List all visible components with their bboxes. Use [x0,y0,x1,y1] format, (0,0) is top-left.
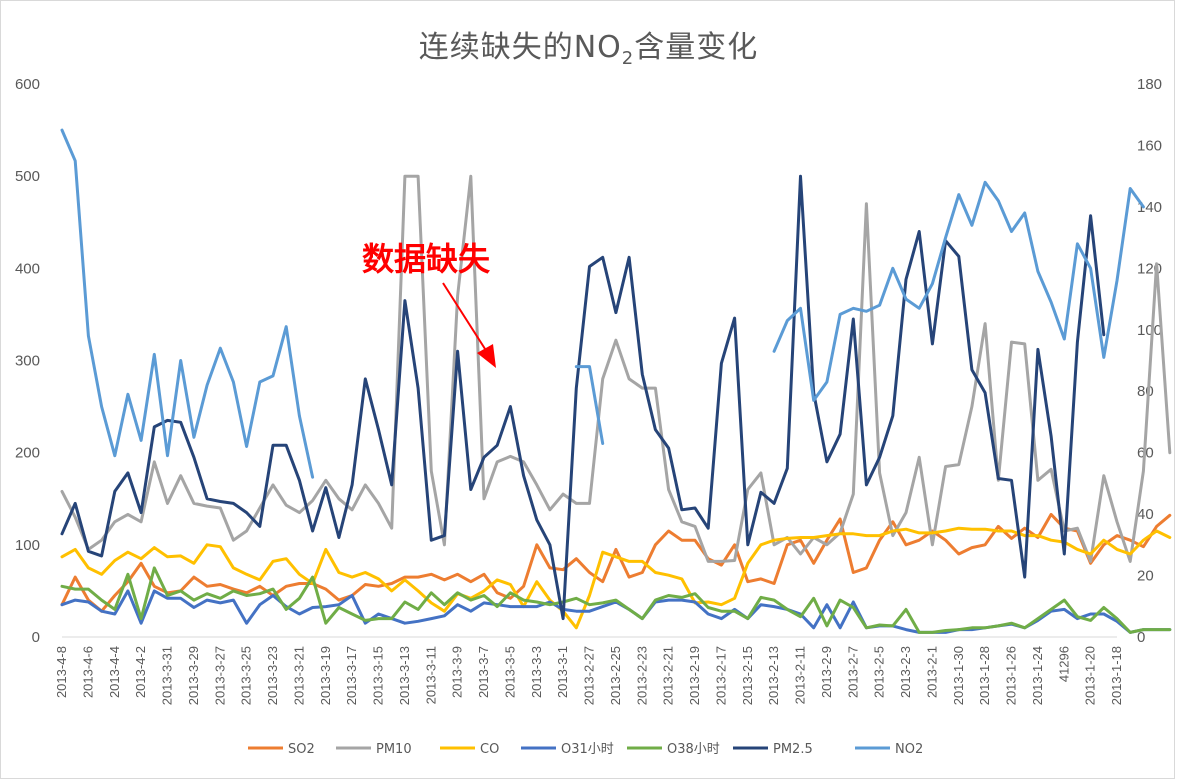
x-tick-label: 2013-1-26 [1004,646,1019,705]
x-tick-label: 2013-2-17 [713,646,728,705]
legend-label: PM10 [376,742,412,757]
x-tick-label: 2013-1-30 [951,646,966,705]
y-axis-left: 0 100 200 300 400 500 600 [15,76,40,646]
x-tick-label: 2013-2-9 [819,646,834,698]
y-left-tick-label: 0 [32,629,40,646]
x-tick-label: 2013-4-6 [80,646,95,698]
legend-label: O31小时 [561,742,614,757]
x-tick-label: 2013-3-7 [476,646,491,698]
chart-title-prefix: 连续缺失的NO [418,30,622,65]
x-tick-label: 2013-2-21 [661,646,676,705]
x-tick-label: 2013-2-13 [766,646,781,705]
x-tick-label: 2013-2-23 [634,646,649,705]
x-tick-label: 2013-3-11 [423,646,438,704]
x-tick-label: 2013-3-3 [529,646,544,698]
x-tick-label: 2013-3-1 [555,646,570,698]
series-line-so2 [60,512,1172,613]
x-tick-label: 2013-4-2 [133,646,148,698]
y-left-tick-label: 100 [15,537,40,554]
x-tick-label: 2013-2-1 [924,646,939,698]
x-tick-label: 2013-3-9 [450,646,465,698]
x-tick-label: 2013-2-3 [898,646,913,698]
x-tick-label: 2013-2-7 [845,646,860,698]
series-line-no2 [60,128,1145,479]
legend-label: PM2.5 [773,742,813,757]
annotation-text: 数据缺失 [362,240,491,278]
x-tick-label: 2013-2-11 [793,646,808,704]
x-tick-label: 2013-2-19 [687,646,702,705]
series-line-co [60,526,1172,630]
x-tick-label: 2013-3-29 [186,646,201,705]
x-tick-label: 2013-4-8 [54,646,69,698]
x-tick-label: 2013-1-28 [977,646,992,705]
series-line-o38- [60,566,1172,634]
x-tick-label: 2013-3-31 [160,646,175,705]
y-right-tick-label: 180 [1137,76,1162,93]
x-tick-label: 2013-1-20 [1083,646,1098,705]
legend: SO2 PM10 CO O31小时 O38小时 PM2.5 NO2 [248,742,923,757]
x-tick-label: 2013-3-21 [291,646,306,705]
legend-label: SO2 [288,742,315,757]
y-right-tick-label: 20 [1137,568,1154,585]
y-left-tick-label: 600 [15,76,40,93]
x-tick-label: 41296 [1056,646,1071,682]
chart-title: 连续缺失的NO2含量变化 [0,22,1177,69]
x-tick-label: 2013-3-23 [265,646,280,705]
annotation: 数据缺失 [362,240,496,368]
chart-title-subscript: 2 [621,48,635,69]
x-tick-label: 2013-3-13 [397,646,412,705]
x-tick-label: 2013-3-17 [344,646,359,705]
series-lines [60,128,1172,634]
y-left-tick-label: 300 [15,353,40,370]
legend-label: CO [480,742,499,757]
series-line-pm2-5 [60,174,1106,621]
x-tick-label: 2013-2-25 [608,646,623,705]
x-axis: 2013-4-8 2013-4-6 2013-4-4 2013-4-2 2013-3-3… [54,646,1124,705]
y-right-tick-label: 0 [1137,629,1145,646]
annotation-arrow-shaft [442,282,488,353]
y-right-tick-label: 100 [1137,322,1162,339]
y-left-tick-label: 400 [15,260,40,277]
x-tick-label: 2013-2-5 [872,646,887,698]
x-tick-label: 2013-1-18 [1109,646,1124,705]
x-tick-label: 2013-3-19 [318,646,333,705]
y-right-tick-label: 40 [1137,506,1154,523]
annotation-arrow-head [477,344,496,368]
y-left-tick-label: 200 [15,445,40,462]
x-tick-label: 2013-2-15 [740,646,755,705]
x-tick-label: 2013-3-25 [239,646,254,705]
x-tick-label: 2013-3-5 [502,646,517,698]
series-line-pm10 [60,174,1172,563]
x-tick-label: 2013-3-15 [371,646,386,705]
y-right-tick-label: 80 [1137,383,1154,400]
x-tick-label: 2013-3-27 [212,646,227,705]
x-tick-label: 2013-2-27 [582,646,597,705]
legend-label: O38小时 [667,742,720,757]
x-tick-label: 2013-4-4 [107,646,122,698]
legend-label: NO2 [895,742,923,757]
y-right-tick-label: 160 [1137,137,1162,154]
y-left-tick-label: 500 [15,168,40,185]
chart-title-suffix: 含量变化 [634,30,759,65]
y-right-tick-label: 140 [1137,199,1162,216]
x-tick-label: 2013-1-24 [1030,646,1045,705]
